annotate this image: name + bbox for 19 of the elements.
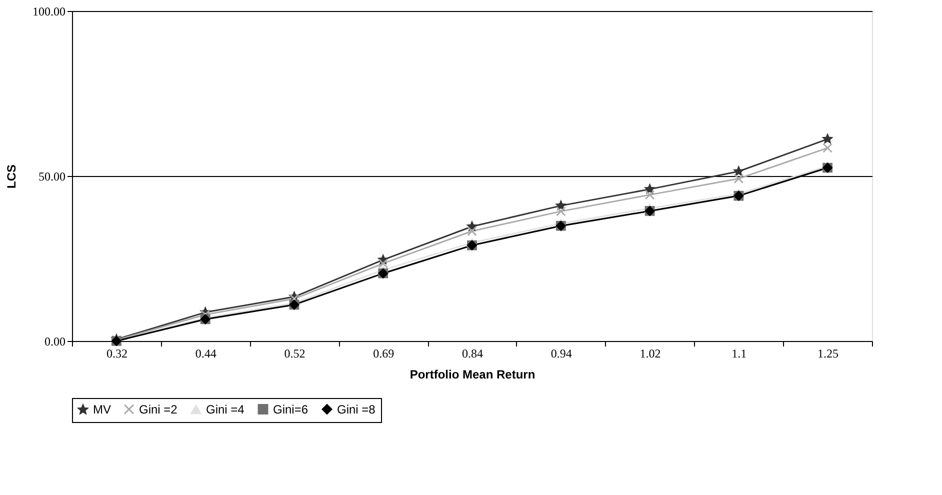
- legend-label: Gini =2: [139, 402, 178, 416]
- x-tick-label: 1.25: [818, 346, 839, 360]
- y-tick-label: 100.00: [32, 4, 66, 18]
- legend-label: Gini =4: [206, 402, 245, 417]
- x-tick-label: 0.44: [195, 346, 216, 360]
- y-axis-title: LCS: [4, 164, 18, 188]
- x-tick-label: 0.52: [284, 346, 306, 360]
- x-tick-label: 0.84: [462, 346, 483, 360]
- x-axis-title: Portfolio Mean Return: [410, 368, 536, 382]
- x-tick-label: 1.1: [732, 346, 747, 360]
- legend-label: Gini =8: [337, 402, 376, 416]
- y-tick-label: 0.00: [44, 334, 66, 348]
- x-tick-label: 0.94: [550, 346, 572, 360]
- x-tick-label: 1.02: [640, 346, 661, 360]
- legend-label: MV: [93, 402, 111, 417]
- x-tick-label: 0.69: [373, 346, 394, 360]
- x-tick-label: 0.32: [106, 346, 128, 360]
- legend-label: Gini=6: [273, 402, 308, 416]
- y-tick-label: 50.00: [38, 170, 66, 184]
